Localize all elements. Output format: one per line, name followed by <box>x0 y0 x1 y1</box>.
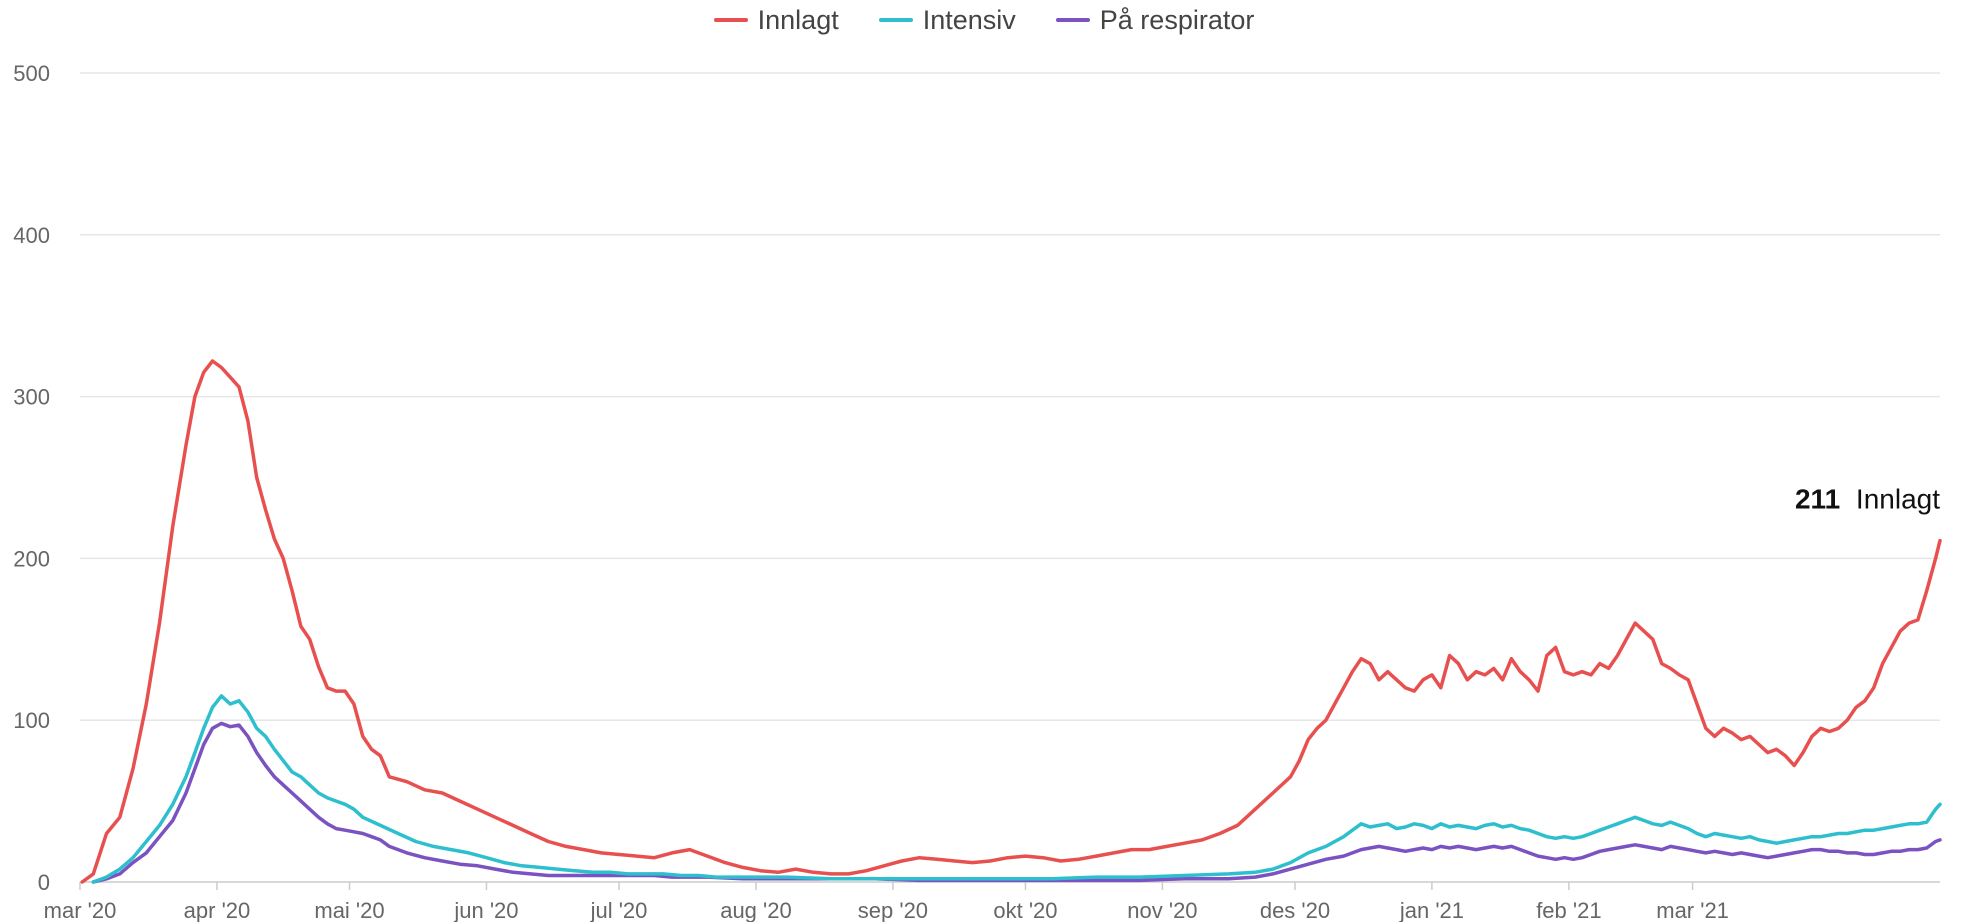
x-tick-label: mar '20 <box>44 898 117 922</box>
x-tick-label: des '20 <box>1260 898 1330 922</box>
legend-label-intensiv: Intensiv <box>922 4 1016 35</box>
legend-label-pa-respirator: På respirator <box>1099 4 1255 35</box>
x-axis: mar '20 apr '20 mai '20 jun '20 jul '20 aug '… <box>44 882 1729 922</box>
x-tick-label: feb '21 <box>1536 898 1601 922</box>
y-tick-label: 300 <box>13 385 50 410</box>
y-tick-label: 200 <box>13 546 50 571</box>
annotation-value: 211 <box>1795 484 1840 515</box>
series-line-intensiv[interactable] <box>91 694 1942 884</box>
series-lines <box>80 359 1942 884</box>
legend-swatch-pa-respirator <box>1055 18 1090 22</box>
annotation-label: Innlagt <box>1856 484 1940 515</box>
x-tick-label: okt '20 <box>993 898 1057 922</box>
x-tick-label: nov '20 <box>1127 898 1197 922</box>
legend-item-pa-respirator[interactable]: På respirator <box>1055 4 1255 36</box>
grid-lines <box>80 72 1940 883</box>
x-tick-label: jul '20 <box>590 898 648 922</box>
y-tick-label: 500 <box>13 61 50 86</box>
y-tick-label: 0 <box>38 870 50 895</box>
last-value-annotation: 211 Innlagt <box>1795 484 1940 515</box>
series-line-p-respirator[interactable] <box>91 721 1942 884</box>
x-tick-label: aug '20 <box>720 898 792 922</box>
y-tick-label: 400 <box>13 223 50 248</box>
legend-label-innlagt: Innlagt <box>757 4 839 35</box>
chart-legend: Innlagt Intensiv På respirator <box>0 0 1968 40</box>
x-tick-label: jun '20 <box>453 898 518 922</box>
series-line-innlagt[interactable] <box>80 359 1942 884</box>
x-tick-label: mai '20 <box>314 898 384 922</box>
x-tick-label: mar '21 <box>1656 898 1729 922</box>
legend-item-innlagt[interactable]: Innlagt <box>713 4 839 36</box>
legend-item-intensiv[interactable]: Intensiv <box>878 4 1016 36</box>
y-axis: 0 100 200 300 400 500 <box>13 61 50 895</box>
x-tick-label: sep '20 <box>858 898 928 922</box>
x-tick-label: apr '20 <box>184 898 251 922</box>
y-tick-label: 100 <box>13 708 50 733</box>
legend-swatch-intensiv <box>878 18 913 22</box>
x-tick-label: jan '21 <box>1399 898 1464 922</box>
legend-swatch-innlagt <box>713 18 748 22</box>
